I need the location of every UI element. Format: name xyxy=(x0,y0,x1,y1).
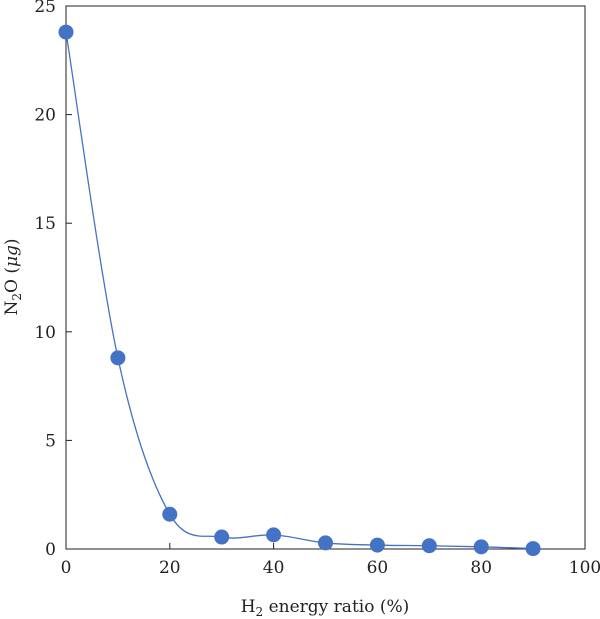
x-axis-label: H2 energy ratio (%) xyxy=(241,597,410,619)
y-tick-label: 5 xyxy=(45,431,56,451)
y-tick-label: 20 xyxy=(34,106,56,126)
x-tick-label: 80 xyxy=(470,558,492,578)
x-tick-label: 0 xyxy=(61,558,72,578)
y-axis: 0 5 10 15 20 25 xyxy=(34,0,72,560)
data-point xyxy=(58,24,74,40)
y-axis-label: N2O (μg) xyxy=(2,238,24,315)
x-tick-label: 40 xyxy=(263,558,285,578)
series-curve xyxy=(65,31,534,550)
data-point xyxy=(266,527,282,543)
data-point xyxy=(369,537,385,553)
y-tick-label: 10 xyxy=(34,323,56,343)
y-tick-label: 25 xyxy=(34,0,56,17)
data-point xyxy=(473,539,489,555)
x-tick-label: 20 xyxy=(159,558,181,578)
data-point xyxy=(525,541,541,557)
data-point xyxy=(162,506,178,522)
y-tick-label: 15 xyxy=(34,214,56,234)
plot-frame xyxy=(65,5,586,550)
data-point xyxy=(214,529,230,545)
x-tick-label: 100 xyxy=(569,558,600,578)
data-point xyxy=(318,535,333,551)
data-point xyxy=(421,538,437,554)
x-tick-label: 60 xyxy=(367,558,389,578)
x-axis: 0 20 40 60 80 100 xyxy=(61,543,600,578)
series-points xyxy=(58,24,541,557)
y-tick-label: 0 xyxy=(45,540,56,560)
data-point xyxy=(110,350,126,366)
